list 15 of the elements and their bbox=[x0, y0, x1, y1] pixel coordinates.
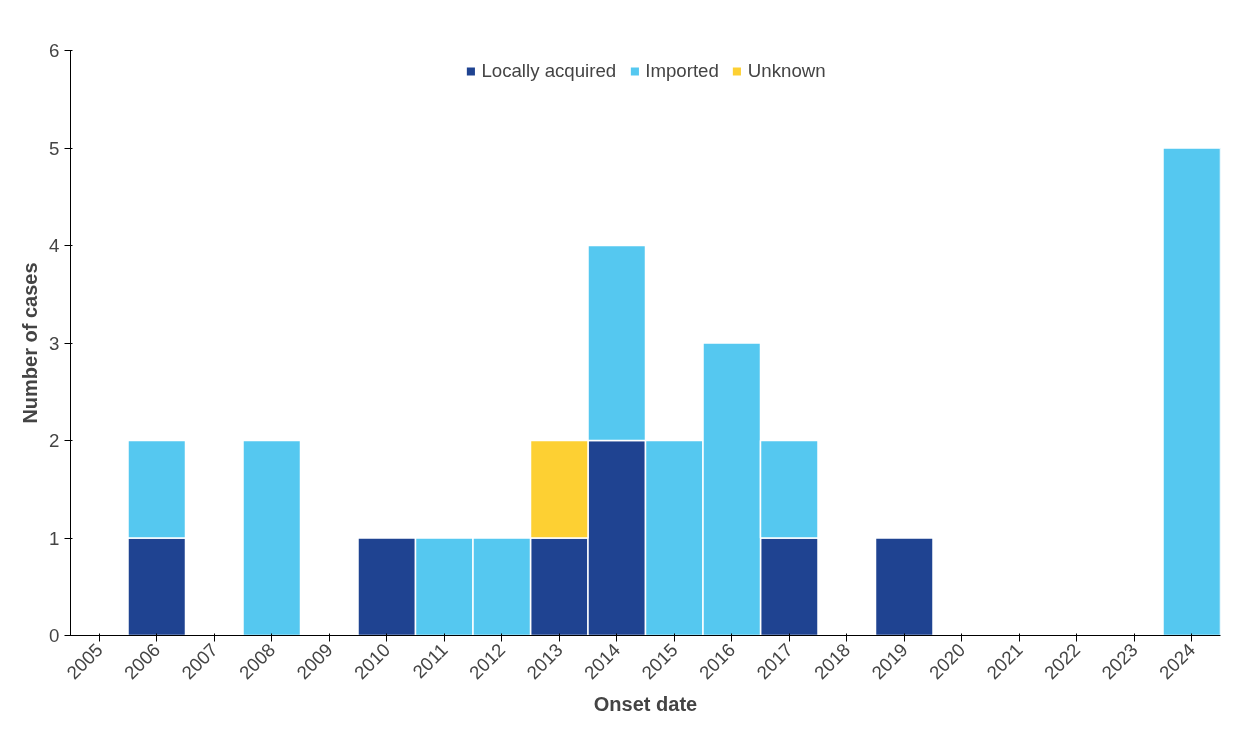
y-tick-label: 2 bbox=[49, 430, 60, 451]
y-axis-title: Number of cases bbox=[19, 262, 42, 424]
bar bbox=[242, 439, 302, 636]
legend-label: Imported bbox=[645, 60, 719, 82]
y-tick-label: 0 bbox=[49, 625, 60, 646]
y-tick-label: 6 bbox=[49, 40, 60, 61]
bar bbox=[1162, 147, 1221, 636]
legend-label: Locally acquired bbox=[481, 60, 617, 82]
y-tick-label: 4 bbox=[49, 235, 60, 256]
x-axis-title: Onset date bbox=[593, 693, 698, 716]
y-tick-label: 1 bbox=[49, 527, 60, 549]
y-tick-label: 5 bbox=[49, 137, 60, 159]
bar bbox=[874, 537, 934, 636]
y-tick-label: 3 bbox=[49, 332, 60, 354]
legend-label: Unknown bbox=[747, 60, 826, 82]
